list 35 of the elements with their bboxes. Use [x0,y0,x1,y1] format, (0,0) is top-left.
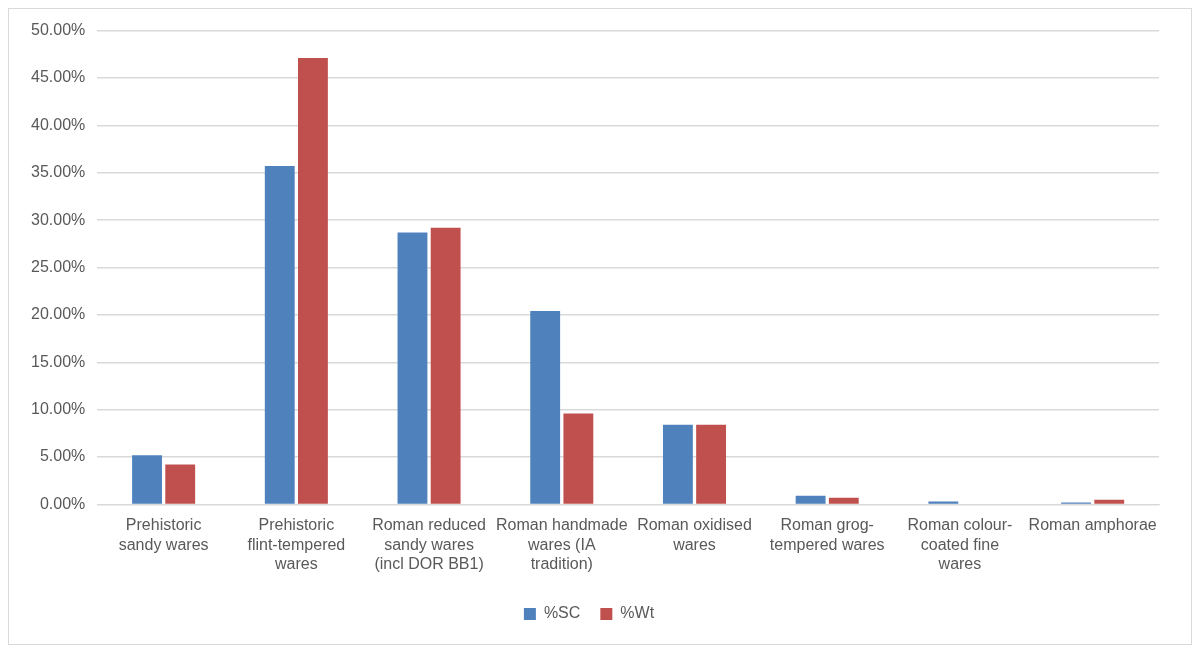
y-tick-label: 50.00% [31,21,86,39]
x-tick-label: Roman oxidised wares [637,516,752,553]
y-tick-label: 25.00% [31,257,86,275]
bar [165,464,196,504]
y-tick-label: 40.00% [31,115,86,133]
x-tick-label: Prehistoric flint-tempered wares [247,516,346,572]
y-tick-label: 45.00% [31,68,86,86]
bar [563,413,594,504]
bar [298,58,328,504]
y-tick-label: 10.00% [31,400,86,418]
y-tick-label: 20.00% [31,305,86,323]
y-tick-label: 0.00% [39,494,86,512]
x-tick-label: Roman handmade wares (IA tradition) [495,516,628,572]
y-tick-label: 35.00% [31,163,86,181]
bar [530,311,561,504]
bar [928,501,959,504]
y-tick-label: 5.00% [39,447,86,465]
x-tick-label: Roman grog-tempered wares [769,516,885,553]
x-tick-label: Prehistoric sandy wares [118,516,209,553]
x-tick-label: Roman colour-coated fine wares [907,516,1013,572]
bar [1094,499,1125,504]
bar [397,232,428,504]
x-tick-label: Roman amphorae [1028,516,1157,534]
y-tick-label: 15.00% [31,352,86,370]
bar [828,497,859,504]
legend-label: %Wt [620,604,655,622]
bar [132,455,162,504]
bar [264,166,295,504]
bar [696,424,727,504]
y-tick-label: 30.00% [31,210,86,228]
bar [430,227,461,504]
legend-label: %SC [543,604,581,622]
bar [662,424,693,504]
x-tick-label: Roman reduced sandy wares (incl DOR BB1) [372,516,486,572]
bar [795,495,826,504]
